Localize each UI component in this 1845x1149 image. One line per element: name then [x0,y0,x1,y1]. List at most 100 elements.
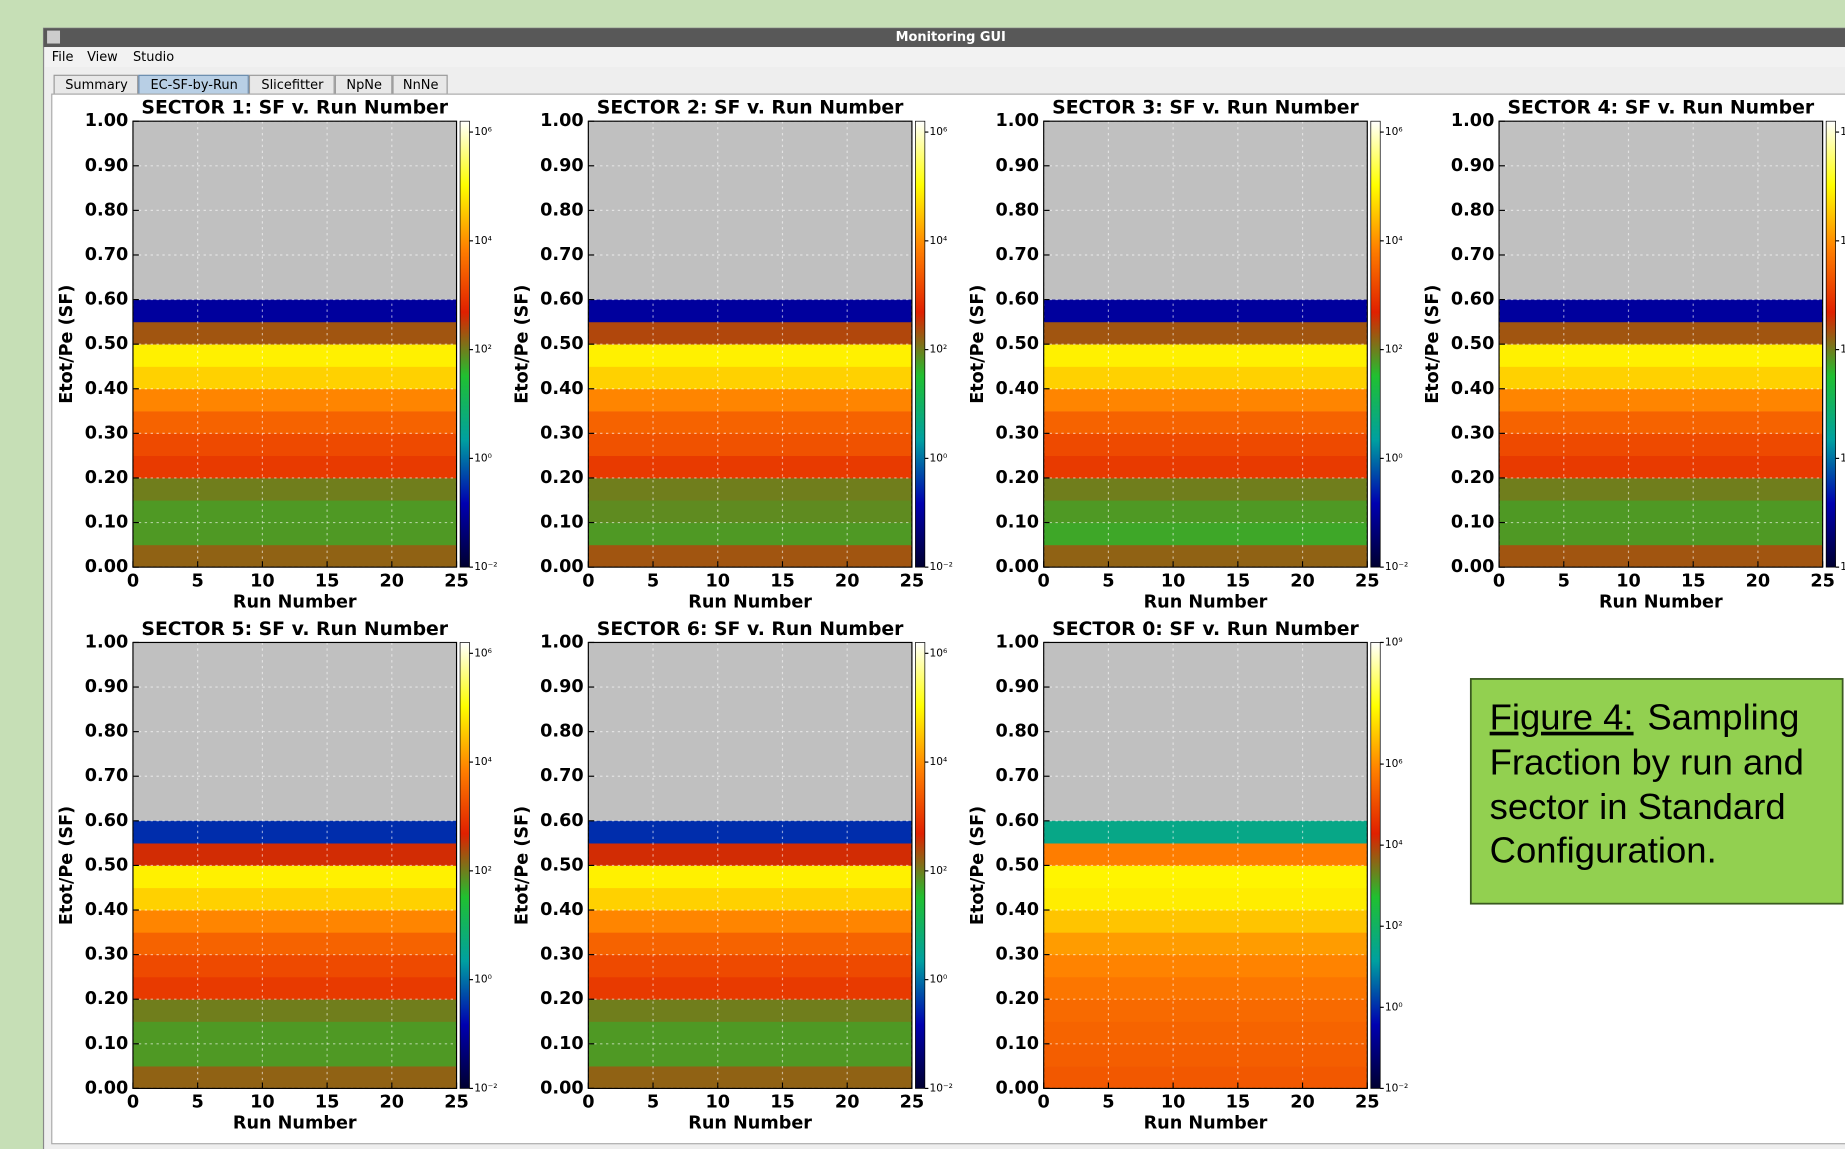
heatmap-cell-row [132,522,457,546]
y-tick-label: 0.00 [1451,557,1495,577]
colorbar-tick-label: 10⁰ [1385,1001,1403,1013]
y-tick-label: 0.50 [995,334,1039,354]
y-tick-label: 0.70 [85,245,129,265]
x-tick-label: 15 [1681,571,1706,591]
colorbar-tick-label: 10⁹ [1385,636,1403,648]
x-tick-label: 20 [1290,571,1315,591]
y-tick-label: 0.20 [540,468,584,488]
plot-frame [132,120,458,568]
menu-item[interactable]: View [87,50,118,65]
y-tick-label: 1.00 [540,632,584,652]
y-tick-label: 0.60 [85,290,129,310]
y-tick-label: 0.10 [540,1034,584,1054]
y-tick-label: 0.50 [540,334,584,354]
y-axis-label: Etot/Pe (SF) [57,806,77,925]
colorbar [459,642,470,1089]
y-tick-label: 0.10 [85,1034,129,1054]
heatmap-cell-row [1499,522,1823,546]
y-tick-label: 0.30 [540,423,584,443]
x-tick-label: 20 [835,571,860,591]
heatmap-cell-row [1043,1066,1368,1089]
heatmap-cell-row [132,433,457,457]
plot-title: SECTOR 5: SF v. Run Number [141,619,448,640]
x-tick-label: 10 [250,571,275,591]
heatmap-cell-row [132,1066,457,1089]
window-title: Monitoring GUI [896,30,1006,45]
colorbar-tick-label: 10⁰ [930,974,948,986]
heatmap-cell-row [588,455,912,479]
colorbar-tick-label: 10⁰ [474,974,492,986]
y-tick-label: 0.70 [995,766,1039,786]
y-tick-label: 0.90 [85,677,129,697]
heatmap-plot: SECTOR 4: SF v. Run Number 0.00 0.10 0.20 0.… [1423,98,1845,613]
heatmap-cell-row [588,887,912,911]
colorbar-tick-label: 10⁴ [1385,839,1403,851]
x-tick-label: 5 [1558,571,1570,591]
colorbar-tick-label: 10⁴ [474,756,492,768]
y-tick-label: 0.60 [540,290,584,310]
y-tick-label: 0.80 [540,200,584,220]
tab-label[interactable]: Summary [65,78,128,93]
heatmap-cell-row [132,344,457,367]
y-axis-label: Etot/Pe (SF) [968,285,988,404]
x-tick-label: 25 [1810,571,1835,591]
heatmap-cell-row [1043,954,1368,978]
plot-frame [1498,120,1824,568]
heatmap-cell-row [132,388,457,412]
heatmap-cell-row [1499,411,1823,434]
tab-label[interactable]: NpNe [346,78,382,93]
heatmap-cell-row [1043,321,1368,345]
y-tick-label: 0.40 [540,379,584,399]
y-tick-label: 1.00 [85,111,129,131]
heatmap-plot: SECTOR 2: SF v. Run Number 0.00 0.10 0.20 0.… [512,98,952,613]
x-tick-label: 10 [1616,571,1641,591]
y-tick-label: 0.50 [85,334,129,354]
y-tick-label: 0.40 [1451,379,1495,399]
x-axis-label: Run Number [688,592,812,612]
x-axis-label: Run Number [1144,1114,1268,1134]
x-axis-label: Run Number [233,1114,357,1134]
menu-item[interactable]: Studio [133,50,174,65]
tab-label[interactable]: Slicefitter [261,78,324,93]
heatmap-plot: SECTOR 6: SF v. Run Number 0.00 0.10 0.20 0.… [512,619,952,1134]
heatmap-cell-row [1043,976,1368,1000]
y-tick-label: 0.50 [85,855,129,875]
x-axis-label: Run Number [1599,592,1723,612]
heatmap-cell-row [1043,1021,1368,1045]
x-tick-label: 10 [705,1093,730,1113]
heatmap-cell-row [132,455,457,479]
x-tick-label: 5 [192,1093,204,1113]
tab-label[interactable]: EC-SF-by-Run [150,78,237,93]
x-tick-label: 5 [192,571,204,591]
colorbar-tick-label: 10⁰ [1385,452,1403,464]
heatmap-cell-row [1043,544,1368,568]
heatmap-cell-row [588,411,912,434]
colorbar-tick-label: 10⁴ [930,235,948,247]
y-tick-label: 0.00 [540,557,584,577]
heatmap-cell-row [588,388,912,412]
colorbar-tick-label: 10⁴ [1840,235,1845,247]
heatmap-cell-row [588,1043,912,1067]
x-tick-label: 10 [1161,571,1186,591]
menu-item[interactable]: File [52,50,74,65]
heatmap-cell-row [588,544,912,568]
x-axis-label: Run Number [1144,592,1268,612]
y-tick-label: 0.90 [995,156,1039,176]
heatmap-cell-row [588,522,912,546]
heatmap-cell-row [132,500,457,523]
tab-label[interactable]: NnNe [403,78,439,93]
heatmap-cell-row [132,1021,457,1045]
y-tick-label: 0.10 [1451,513,1495,533]
heatmap-cell-row [132,366,457,390]
plots: SECTOR 1: SF v. Run Number 0.00 0.10 0.20 0.… [57,98,1845,1134]
y-tick-label: 0.40 [540,900,584,920]
y-axis-label: Etot/Pe (SF) [968,806,988,925]
x-tick-label: 25 [444,571,469,591]
x-tick-label: 25 [1355,571,1380,591]
heatmap-cell-row [132,1043,457,1067]
y-tick-label: 0.30 [995,945,1039,965]
caption-line: Configuration. [1490,830,1717,871]
heatmap-cell-row [1499,344,1823,367]
